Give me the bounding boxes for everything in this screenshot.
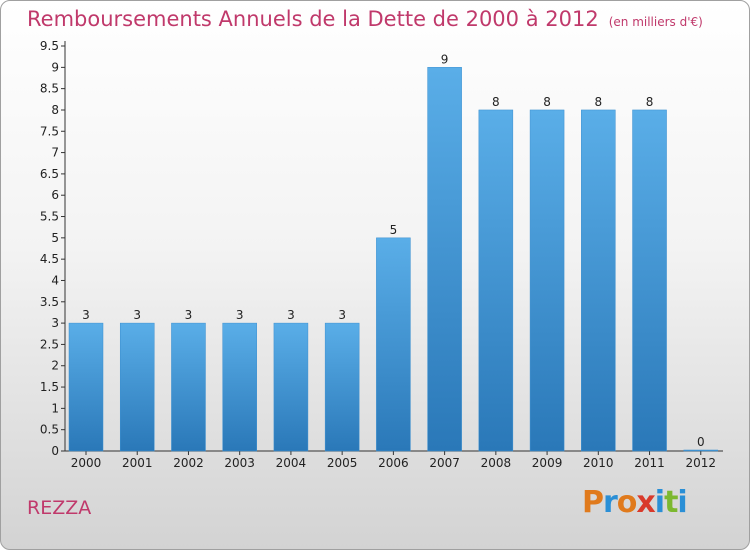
y-tick-label: 6 — [51, 188, 59, 202]
commune-name: REZZA — [27, 497, 92, 519]
y-tick-label: 7.5 — [40, 124, 59, 138]
logo-letter: P — [582, 485, 604, 520]
chart-subtitle: (en milliers d'€) — [608, 15, 703, 29]
bar — [581, 109, 616, 452]
x-tick-label: 2010 — [583, 456, 614, 470]
y-tick-label: 9 — [51, 60, 59, 74]
data-label: 8 — [492, 95, 500, 109]
y-tick-label: 1.5 — [40, 380, 59, 394]
y-tick-label: 4 — [51, 273, 59, 287]
data-label: 8 — [543, 95, 551, 109]
bar — [222, 322, 257, 452]
x-tick-label: 2006 — [378, 456, 409, 470]
y-tick-label: 0 — [51, 444, 59, 458]
data-label: 8 — [646, 95, 654, 109]
bar — [376, 237, 411, 452]
x-tick-label: 2011 — [634, 456, 665, 470]
data-label: 5 — [390, 223, 398, 237]
y-tick-label: 5.5 — [40, 210, 59, 224]
bar — [68, 322, 104, 452]
logo-letter: r — [603, 485, 618, 520]
x-tick-label: 2012 — [685, 456, 716, 470]
data-label: 8 — [594, 95, 602, 109]
data-label: 3 — [287, 308, 295, 322]
chart-bars — [68, 67, 719, 452]
bar — [119, 322, 155, 452]
bar — [273, 322, 309, 452]
bar — [632, 109, 667, 452]
data-label: 3 — [185, 308, 193, 322]
y-tick-label: 5 — [51, 231, 59, 245]
chart-title: Remboursements Annuels de la Dette de 20… — [27, 7, 703, 31]
logo-letter: i — [677, 485, 687, 520]
bar — [478, 109, 514, 452]
x-tick-label: 2001 — [122, 456, 153, 470]
logo-letter: x — [636, 485, 655, 520]
proxiti-logo[interactable]: Proxiti — [582, 485, 688, 520]
x-tick-label: 2008 — [481, 456, 512, 470]
bar — [529, 109, 565, 452]
chart-title-text: Remboursements Annuels de la Dette de 20… — [27, 7, 599, 31]
data-label: 3 — [338, 308, 346, 322]
bar — [324, 322, 360, 452]
x-tick-label: 2007 — [429, 456, 460, 470]
y-tick-label: 9.5 — [40, 39, 59, 53]
x-tick-label: 2009 — [532, 456, 563, 470]
chart-data-labels: 3 3 3 3 3 3 5 9 8 8 8 8 0 — [82, 52, 704, 449]
y-tick-label: 3 — [51, 316, 59, 330]
data-label: 3 — [82, 308, 90, 322]
x-tick-label: 2005 — [327, 456, 358, 470]
y-tick-label: 3.5 — [40, 295, 59, 309]
data-label: 0 — [697, 435, 705, 449]
y-tick-label: 6.5 — [40, 167, 59, 181]
y-tick-label: 0.5 — [40, 423, 59, 437]
logo-letter: t — [664, 485, 678, 520]
x-tick-label: 2000 — [71, 456, 102, 470]
y-tick-label: 4.5 — [40, 252, 59, 266]
chart-axes: 0 0.5 1 1.5 2 2.5 3 3.5 4 4.5 5 5.5 6 6.5 7 7.5 8 8.5 9 9.5… — [40, 39, 723, 470]
data-label: 9 — [441, 52, 449, 66]
y-tick-label: 2.5 — [40, 337, 59, 351]
y-tick-label: 7 — [51, 146, 59, 160]
logo-letter: o — [616, 485, 638, 520]
x-tick-label: 2003 — [224, 456, 255, 470]
logo-letter: i — [654, 485, 665, 520]
y-tick-label: 8 — [51, 103, 59, 117]
data-label: 3 — [236, 308, 244, 322]
bar — [171, 322, 206, 452]
bar — [427, 67, 462, 452]
bar — [683, 449, 719, 452]
x-tick-label: 2002 — [173, 456, 204, 470]
data-label: 3 — [133, 308, 141, 322]
x-tick-label: 2004 — [276, 456, 307, 470]
y-tick-label: 8.5 — [40, 82, 59, 96]
y-tick-label: 1 — [51, 401, 59, 415]
y-tick-label: 2 — [51, 359, 59, 373]
